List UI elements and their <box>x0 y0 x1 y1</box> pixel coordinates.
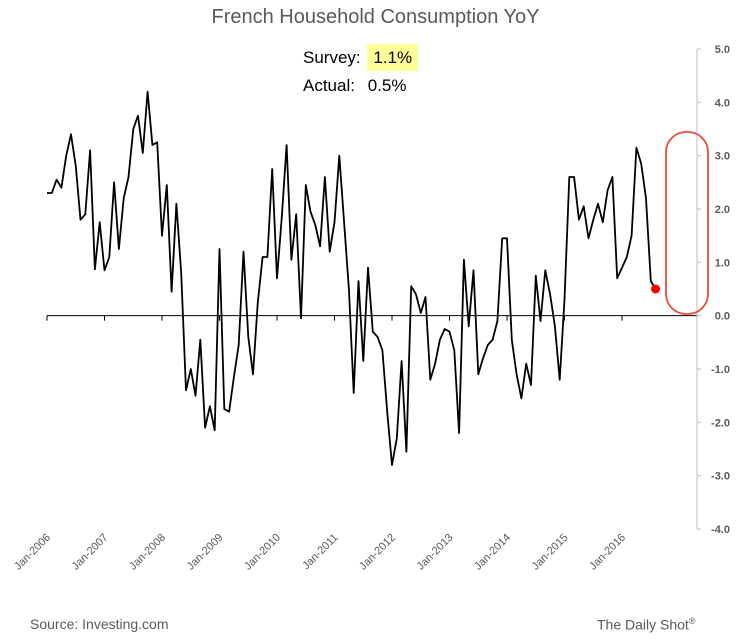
x-tick-label: Jan-2006 <box>12 532 53 573</box>
x-tick-label: Jan-2007 <box>70 532 111 573</box>
series-layer <box>47 90 657 466</box>
x-tick-label: Jan-2013 <box>415 532 456 573</box>
y-tick-label: -3.0 <box>711 471 730 483</box>
y-tick-label: 1.0 <box>715 257 730 269</box>
highlight-oval <box>665 131 709 315</box>
y-tick-label: 3.0 <box>715 151 730 163</box>
y-tick-label: 5.0 <box>715 44 730 56</box>
x-tick-label: Jan-2011 <box>300 532 340 572</box>
chart-title: French Household Consumption YoY <box>211 6 540 28</box>
y-tick-label: 0.0 <box>715 311 730 323</box>
x-tick-label: Jan-2010 <box>242 532 283 573</box>
registered-mark: ® <box>688 616 696 626</box>
y-tick-label: -4.0 <box>711 524 730 536</box>
x-tick-label: Jan-2012 <box>357 532 398 573</box>
x-tick-label: Jan-2009 <box>185 532 226 573</box>
y-tick-label: 4.0 <box>715 97 730 109</box>
x-tick-label: Jan-2008 <box>127 532 168 573</box>
x-tick-label: Jan-2014 <box>472 532 513 573</box>
source-note: Source: Investing.com <box>30 616 169 632</box>
x-axis-ticks: Jan-2006 Jan-2007 Jan-2008 Jan-2009 Jan-2010… <box>12 315 628 573</box>
brand-name: The Daily Shot <box>597 616 689 633</box>
y-tick-label: 2.0 <box>715 204 730 216</box>
actual-annotation: Actual: 0.5% <box>303 76 412 96</box>
y-axis-ticks: 5.0 4.0 3.0 2.0 1.0 0.0 -1.0 -2.0 -3.0 -4.0 <box>697 44 730 536</box>
actual-value: 0.5% <box>367 76 407 95</box>
actual-label: Actual: <box>303 76 355 95</box>
brand-credit: The Daily Shot® <box>597 616 695 633</box>
survey-annotation: Survey: 1.1% <box>303 44 419 71</box>
x-tick-label: Jan-2015 <box>530 532 571 573</box>
latest-point-marker <box>651 284 661 294</box>
y-tick-label: -2.0 <box>711 417 730 429</box>
survey-label: Survey: <box>303 48 361 67</box>
y-tick-label: -1.0 <box>711 364 730 376</box>
x-tick-label: Jan-2016 <box>587 532 628 573</box>
survey-value: 1.1% <box>367 44 419 71</box>
consumption-series-line <box>47 90 657 466</box>
